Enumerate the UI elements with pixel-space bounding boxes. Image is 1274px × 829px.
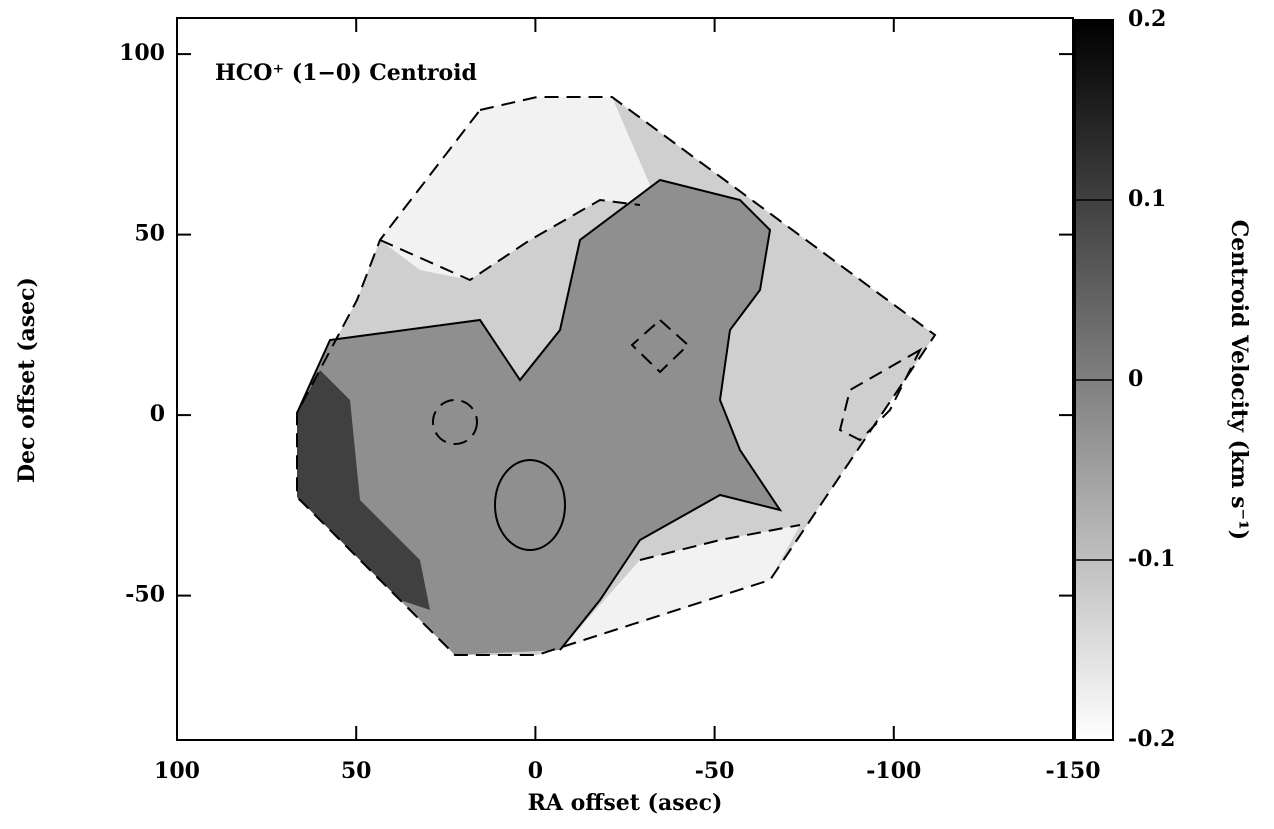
colorbar-tick-label: 0.1	[1128, 186, 1166, 212]
colorbar-tick-label: 0.2	[1128, 6, 1166, 32]
y-tick-label: 0	[150, 401, 165, 427]
colorbar-tick-label: -0.1	[1128, 546, 1175, 572]
x-axis-label: RA offset (asec)	[528, 790, 723, 816]
chart-title: HCO⁺ (1−0) Centroid	[215, 60, 477, 86]
x-tick-label: -50	[695, 758, 735, 784]
contour	[379, 198, 641, 282]
map-region	[297, 180, 780, 655]
contour	[639, 524, 801, 561]
contour	[630, 318, 690, 374]
contour	[494, 459, 566, 551]
contour	[838, 347, 923, 442]
x-tick-label: 50	[341, 758, 372, 784]
x-tick-label: -150	[1045, 758, 1100, 784]
plot-frame	[176, 17, 1074, 741]
colorbar-label: Centroid Velocity (km s⁻¹)	[1226, 220, 1252, 540]
map-outline	[296, 96, 937, 656]
colorbar-tick-label: 0	[1128, 366, 1143, 392]
y-axis-label: Dec offset (asec)	[14, 277, 40, 483]
contour	[432, 399, 478, 445]
x-tick-label: 0	[528, 758, 543, 784]
map-region	[297, 370, 430, 610]
y-tick-label: 50	[134, 221, 165, 247]
x-tick-label: 100	[154, 758, 200, 784]
y-tick-label: -50	[125, 582, 165, 608]
x-tick-label: -100	[866, 758, 921, 784]
colorbar-tick-label: -0.2	[1128, 726, 1175, 752]
map-region	[560, 525, 800, 650]
map-region	[380, 97, 650, 280]
contour	[296, 178, 783, 651]
map	[296, 96, 937, 656]
y-tick-label: 100	[119, 40, 165, 66]
